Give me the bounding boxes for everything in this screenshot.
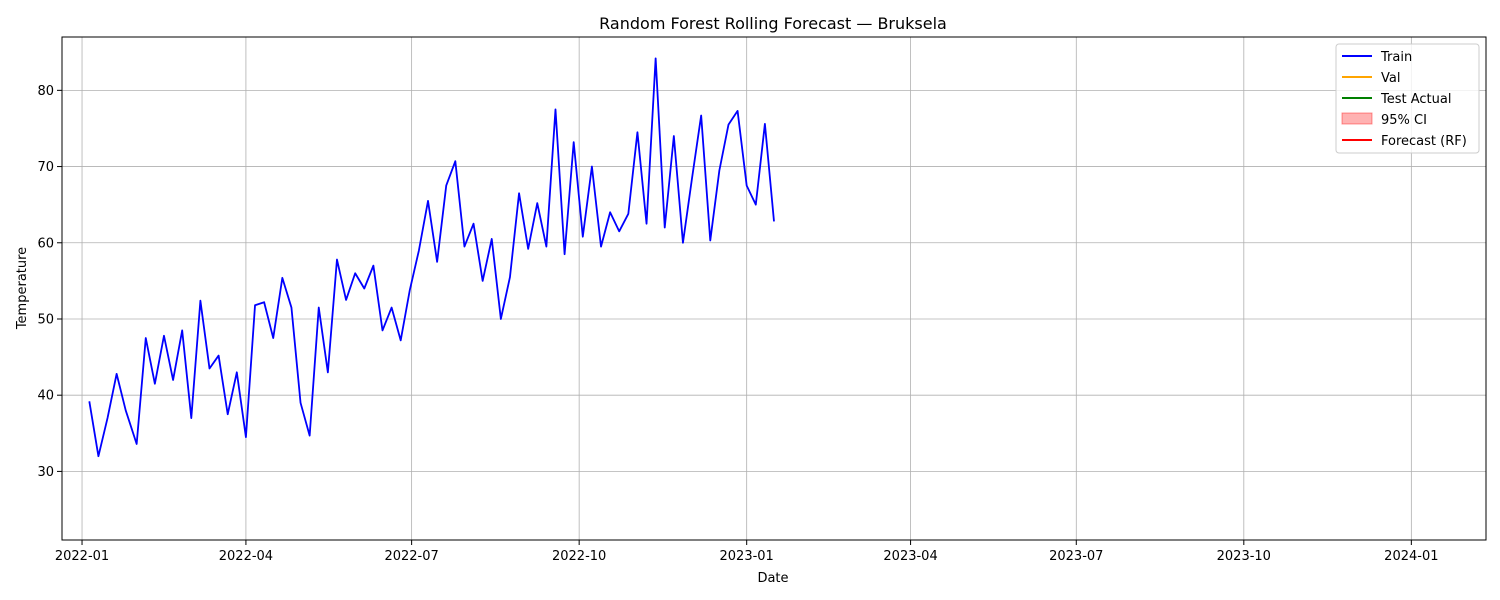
y-axis-label: Temperature xyxy=(15,247,30,330)
series-line-train xyxy=(88,57,775,458)
x-tick-label: 2023-07 xyxy=(1049,549,1103,564)
x-tick-label: 2023-04 xyxy=(883,549,937,564)
legend-label-ci: 95% CI xyxy=(1381,113,1427,128)
x-axis: 2022-01 2022-04 2022-07 2022-10 2023-01 2023-… xyxy=(55,540,1439,564)
y-tick-label: 60 xyxy=(37,236,54,251)
y-tick-label: 80 xyxy=(37,84,54,99)
y-tick-label: 40 xyxy=(37,389,54,404)
x-tick-label: 2023-01 xyxy=(720,549,774,564)
legend-label-val: Val xyxy=(1381,71,1400,86)
grid xyxy=(62,37,1486,540)
legend-swatch-ci xyxy=(1341,112,1373,125)
legend: Train Val Test Actual 95% CI Forecast (R… xyxy=(1335,43,1480,154)
x-tick-label: 2023-10 xyxy=(1217,549,1271,564)
plot-area-frame xyxy=(61,36,1487,541)
legend-label-forecast: Forecast (RF) xyxy=(1381,134,1467,149)
x-tick-label: 2022-07 xyxy=(384,549,438,564)
y-tick-label: 50 xyxy=(37,312,54,327)
legend-label-test-actual: Test Actual xyxy=(1380,92,1451,107)
x-axis-label: Date xyxy=(757,571,788,586)
y-axis: 30 40 50 60 70 80 xyxy=(37,84,62,480)
series-layer xyxy=(88,57,775,458)
y-tick-label: 70 xyxy=(37,160,54,175)
x-tick-label: 2024-01 xyxy=(1384,549,1438,564)
x-tick-label: 2022-01 xyxy=(55,549,109,564)
y-tick-label: 30 xyxy=(37,465,54,480)
x-tick-label: 2022-04 xyxy=(219,549,273,564)
chart-title: Random Forest Rolling Forecast — Bruksel… xyxy=(599,14,947,33)
legend-label-train: Train xyxy=(1380,50,1412,65)
legend-frame xyxy=(1335,43,1480,154)
x-tick-label: 2022-10 xyxy=(552,549,606,564)
